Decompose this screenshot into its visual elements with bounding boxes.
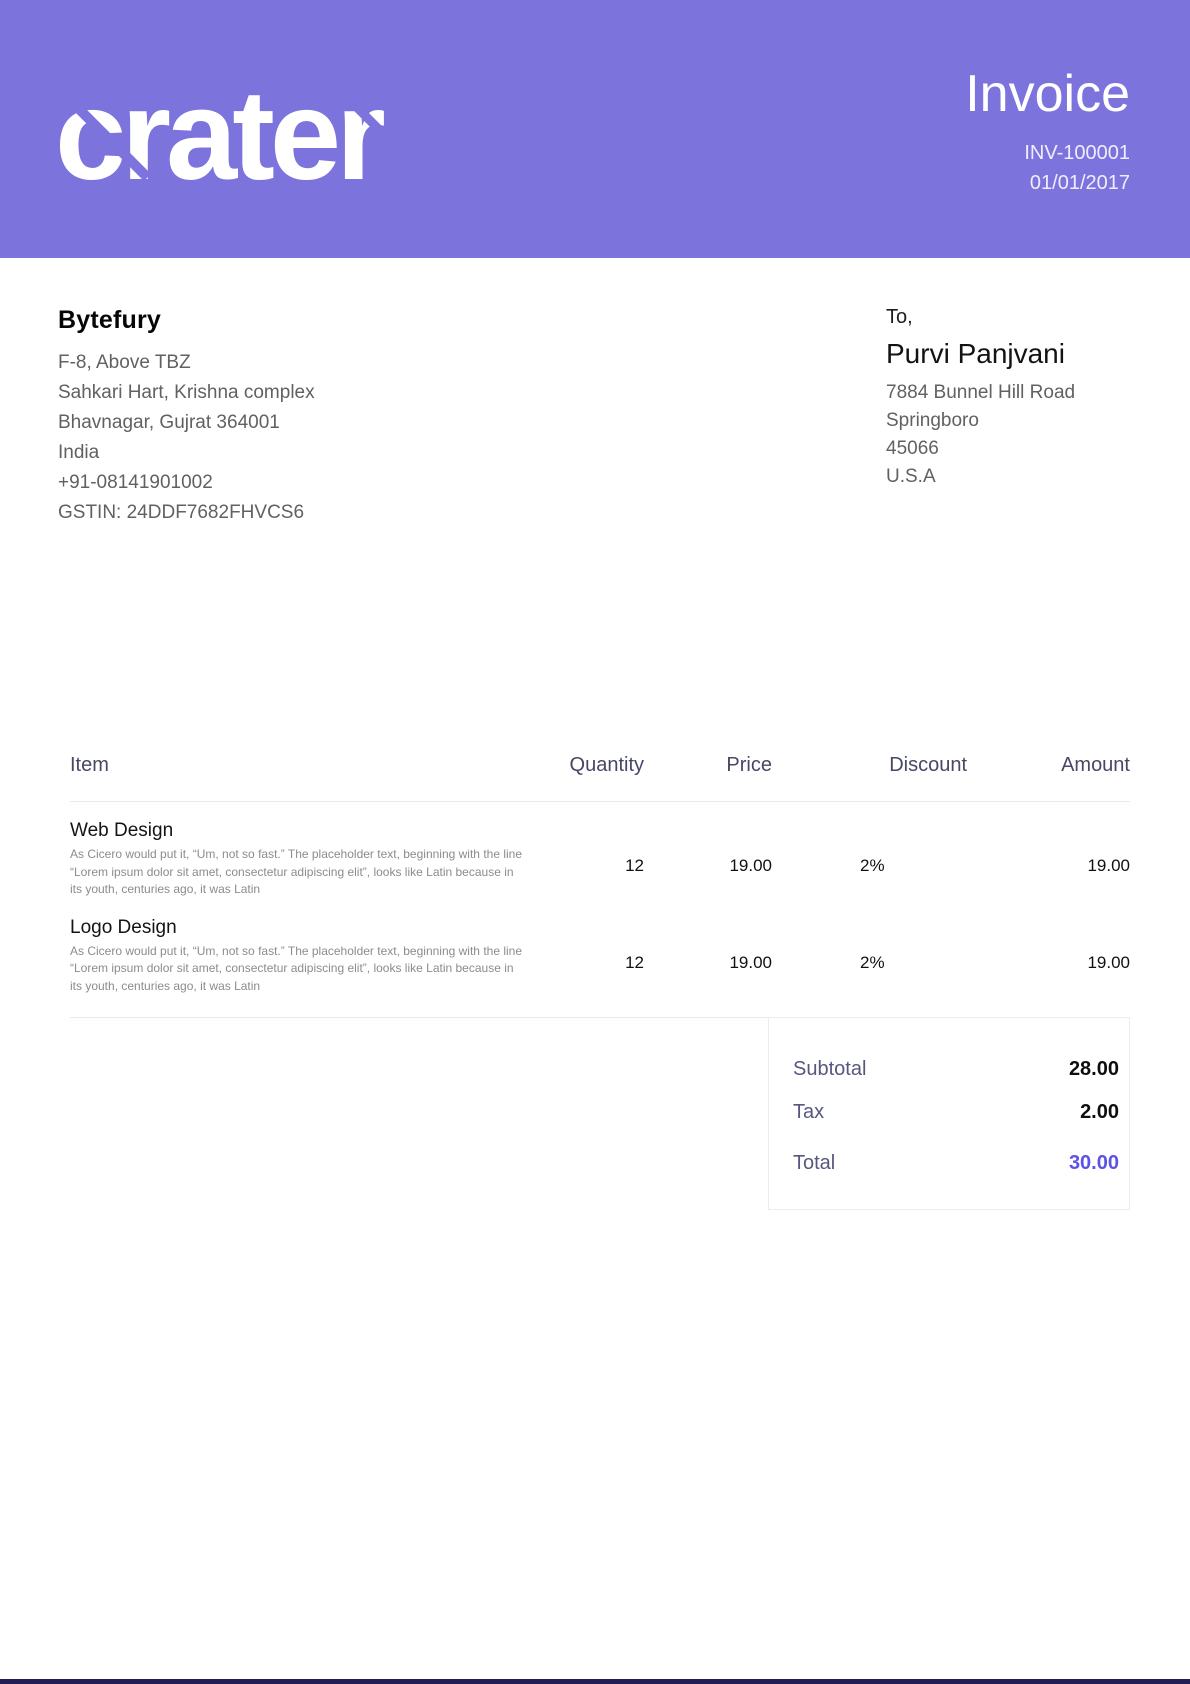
subtotal-row: Subtotal 28.00 bbox=[793, 1058, 1119, 1081]
recipient-address-line: Springboro bbox=[886, 410, 979, 431]
seller-gstin: GSTIN: 24DDF7682FHVCS6 bbox=[58, 502, 305, 523]
item-description: As Cicero would put it, “Um, not so fast… bbox=[70, 847, 523, 896]
column-header-price: Price bbox=[726, 754, 772, 776]
item-discount: 2% bbox=[860, 952, 885, 972]
recipient-label: To, bbox=[886, 306, 913, 328]
recipient-address-line: U.S.A bbox=[886, 466, 936, 487]
total-label: Total bbox=[793, 1152, 836, 1174]
tax-label: Tax bbox=[793, 1101, 825, 1123]
item-quantity: 12 bbox=[625, 952, 644, 972]
column-header-quantity: Quantity bbox=[569, 754, 644, 776]
items-table-header: Item Quantity Price Discount Amount bbox=[70, 754, 1130, 802]
column-header-amount: Amount bbox=[1061, 754, 1130, 776]
items-table: Item Quantity Price Discount Amount Web … bbox=[70, 754, 1130, 1018]
seller-address-line: Sahkari Hart, Krishna complex bbox=[58, 382, 315, 403]
invoice-header: crater Invoice INV-100001 01/01/2017 bbox=[0, 0, 1190, 258]
item-quantity: 12 bbox=[625, 856, 644, 875]
tax-row: Tax 2.00 bbox=[793, 1101, 1119, 1124]
item-price: 19.00 bbox=[729, 952, 772, 972]
total-row: Total 30.00 bbox=[793, 1152, 1119, 1175]
tax-value: 2.00 bbox=[1080, 1101, 1119, 1123]
item-amount: 19.00 bbox=[1087, 856, 1130, 875]
seller-phone: +91-08141901002 bbox=[58, 472, 213, 493]
table-row: Web Design As Cicero would put it, “Um, … bbox=[70, 802, 1130, 899]
invoice-title: Invoice bbox=[965, 65, 1130, 124]
item-description: As Cicero would put it, “Um, not so fast… bbox=[70, 943, 523, 993]
item-name: Logo Design bbox=[70, 916, 177, 938]
item-amount: 19.00 bbox=[1087, 952, 1130, 972]
seller-address-line: F-8, Above TBZ bbox=[58, 352, 191, 373]
seller-name: Bytefury bbox=[58, 306, 162, 334]
recipient-block: To, Purvi Panjvani 7884 Bunnel Hill Road… bbox=[886, 306, 1130, 528]
seller-block: Bytefury F-8, Above TBZ Sahkari Hart, Kr… bbox=[58, 306, 315, 528]
item-cell: Logo Design As Cicero would put it, “Um,… bbox=[70, 917, 524, 996]
total-value: 30.00 bbox=[1068, 1152, 1119, 1174]
item-cell: Web Design As Cicero would put it, “Um, … bbox=[70, 820, 524, 899]
seller-address-line: Bhavnagar, Gujrat 364001 bbox=[58, 412, 280, 433]
invoice-number: INV-100001 bbox=[1024, 141, 1130, 164]
column-header-item: Item bbox=[70, 754, 109, 776]
recipient-address-line: 7884 Bunnel Hill Road bbox=[886, 382, 1076, 403]
addresses-section: Bytefury F-8, Above TBZ Sahkari Hart, Kr… bbox=[0, 258, 1190, 528]
subtotal-label: Subtotal bbox=[793, 1058, 867, 1080]
item-discount: 2% bbox=[860, 856, 885, 875]
items-table-body: Web Design As Cicero would put it, “Um, … bbox=[70, 802, 1130, 1018]
invoice-header-meta: Invoice INV-100001 01/01/2017 bbox=[965, 66, 1130, 197]
totals-box: Subtotal 28.00 Tax 2.00 Total 30.00 bbox=[768, 1017, 1130, 1210]
item-price: 19.00 bbox=[729, 856, 772, 875]
footer-accent-bar bbox=[0, 1679, 1190, 1684]
recipient-name: Purvi Panjvani bbox=[886, 338, 1065, 369]
table-row: Logo Design As Cicero would put it, “Um,… bbox=[70, 881, 1130, 996]
subtotal-value: 28.00 bbox=[1068, 1058, 1119, 1080]
column-header-discount: Discount bbox=[889, 754, 967, 776]
seller-address-line: India bbox=[58, 442, 100, 463]
brand-logo: crater bbox=[55, 72, 386, 200]
item-name: Web Design bbox=[70, 820, 174, 841]
invoice-date: 01/01/2017 bbox=[1029, 171, 1130, 194]
recipient-address-line: 45066 bbox=[886, 438, 939, 459]
